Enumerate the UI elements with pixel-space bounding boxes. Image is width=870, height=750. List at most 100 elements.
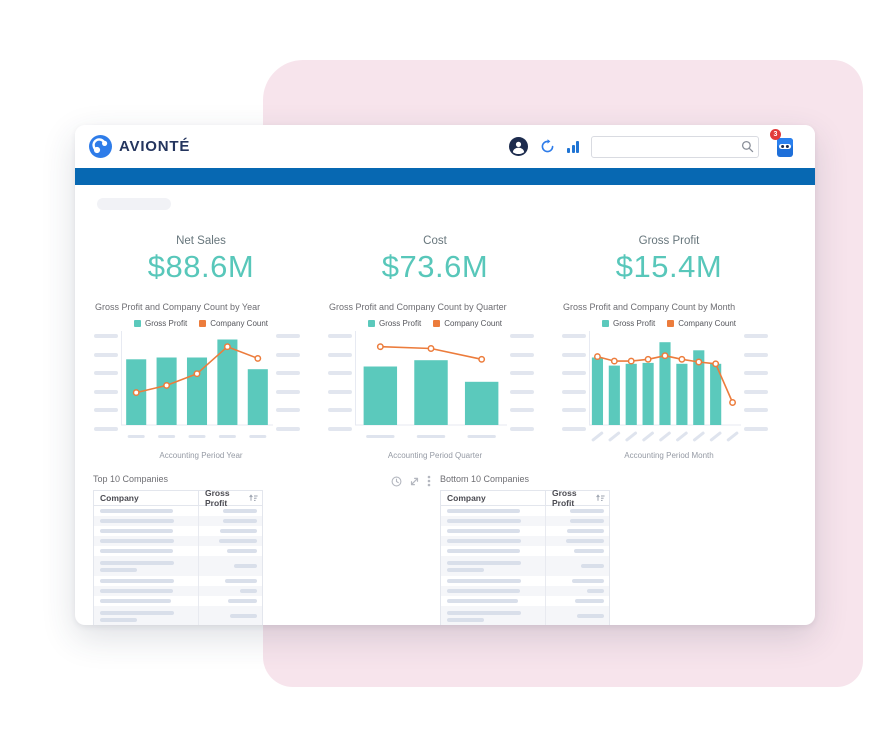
tables-row: Top 10 Companies Company Gross Profit <box>75 460 815 625</box>
table-row[interactable] <box>94 516 262 526</box>
table-row[interactable] <box>441 506 609 516</box>
refresh-icon[interactable] <box>540 139 555 154</box>
table-row[interactable] <box>441 576 609 586</box>
legend-gross-profit[interactable]: Gross Profit <box>367 319 421 328</box>
table-row[interactable] <box>94 546 262 556</box>
legend-gross-profit[interactable]: Gross Profit <box>601 319 655 328</box>
table-body <box>441 506 609 625</box>
legend-swatch-teal <box>601 320 609 327</box>
y-axis-skeleton-labels <box>328 331 355 447</box>
chart-plot-area <box>94 331 307 447</box>
kpi-net-sales: Net Sales $88.6M <box>95 235 307 285</box>
user-avatar-icon[interactable] <box>509 137 528 156</box>
table-row[interactable] <box>94 586 262 596</box>
x-axis-title: Accounting Period Quarter <box>387 451 483 460</box>
info-icon[interactable] <box>391 475 402 487</box>
app-header: AVIONTÉ <box>75 125 815 168</box>
charts-row: Gross Profit and Company Count by Year G… <box>75 285 815 460</box>
header-actions: 3 <box>509 128 795 159</box>
table-row[interactable] <box>94 526 262 536</box>
chatbot-icon[interactable]: 3 <box>770 128 795 159</box>
kpi-label: Net Sales <box>176 235 226 247</box>
table-row[interactable] <box>441 606 609 625</box>
chart-legend: Gross Profit Company Count <box>95 319 307 328</box>
legend-company-count[interactable]: Company Count <box>667 319 736 328</box>
legend-gross-profit[interactable]: Gross Profit <box>133 319 187 328</box>
widget-controls <box>391 474 431 487</box>
table-row[interactable] <box>441 556 609 576</box>
y-axis-skeleton-labels <box>94 331 121 447</box>
y-axis-skeleton-labels <box>562 331 589 447</box>
companies-table: Company Gross Profit <box>93 488 263 625</box>
table-row[interactable] <box>94 556 262 576</box>
bottom-10-companies-widget: Bottom 10 Companies Company Gross Profit <box>440 474 610 625</box>
filter-skeleton-pill <box>97 198 171 210</box>
table-body <box>94 506 262 625</box>
chart-canvas <box>589 331 741 442</box>
chart-plot-area <box>562 331 775 447</box>
column-header-gross-profit[interactable]: Gross Profit <box>545 488 609 508</box>
table-row[interactable] <box>94 536 262 546</box>
sort-icon[interactable] <box>596 494 605 502</box>
more-options-icon[interactable] <box>427 475 431 487</box>
brand-name: AVIONTÉ <box>119 138 191 155</box>
legend-company-count[interactable]: Company Count <box>433 319 502 328</box>
table-row[interactable] <box>441 596 609 606</box>
notification-badge: 3 <box>770 128 781 140</box>
table-row[interactable] <box>94 576 262 586</box>
kpi-row: Net Sales $88.6M Cost $73.6M Gross Profi… <box>75 210 815 285</box>
brand[interactable]: AVIONTÉ <box>89 135 190 158</box>
chart-widget: Gross Profit and Company Count by Month … <box>562 302 775 460</box>
table-title: Top 10 Companies <box>93 474 169 484</box>
kpi-label: Gross Profit <box>638 235 700 247</box>
legend-company-count[interactable]: Company Count <box>199 319 268 328</box>
chart-plot-area <box>328 331 541 447</box>
table-title: Bottom 10 Companies <box>440 474 530 484</box>
column-header-company[interactable]: Company <box>447 493 486 503</box>
accent-bar <box>75 168 815 185</box>
kpi-cost: Cost $73.6M <box>329 235 541 285</box>
secondary-y-axis-skeleton-labels <box>273 331 300 447</box>
kpi-value: $15.4M <box>615 249 723 284</box>
search-input[interactable] <box>591 135 759 158</box>
column-header-gross-profit[interactable]: Gross Profit <box>198 488 262 508</box>
search-box <box>591 135 759 158</box>
dashboard-content: Net Sales $88.6M Cost $73.6M Gross Profi… <box>75 185 815 625</box>
x-axis-title: Accounting Period Month <box>624 451 714 460</box>
table-row[interactable] <box>441 516 609 526</box>
table-header-row: Company Gross Profit <box>441 488 609 508</box>
table-row[interactable] <box>94 606 262 625</box>
analytics-icon[interactable] <box>567 140 579 153</box>
table-row[interactable] <box>441 586 609 596</box>
legend-swatch-orange <box>433 320 441 327</box>
legend-swatch-teal <box>367 320 375 327</box>
table-row[interactable] <box>441 546 609 556</box>
legend-swatch-teal <box>133 320 141 327</box>
sort-icon[interactable] <box>249 494 258 502</box>
table-row[interactable] <box>94 506 262 516</box>
chart-legend: Gross Profit Company Count <box>329 319 541 328</box>
chart-title: Gross Profit and Company Count by Quarte… <box>329 302 507 312</box>
secondary-y-axis-skeleton-labels <box>507 331 534 447</box>
chart-widget: Gross Profit and Company Count by Quarte… <box>328 302 541 460</box>
kpi-label: Cost <box>423 235 447 247</box>
column-header-company[interactable]: Company <box>100 493 139 503</box>
table-row[interactable] <box>94 596 262 606</box>
kpi-value: $88.6M <box>147 249 255 284</box>
chart-legend: Gross Profit Company Count <box>563 319 775 328</box>
companies-table: Company Gross Profit <box>440 488 610 625</box>
kpi-gross-profit: Gross Profit $15.4M <box>563 235 775 285</box>
dashboard-window: AVIONTÉ <box>75 125 815 625</box>
table-row[interactable] <box>441 536 609 546</box>
expand-icon[interactable] <box>409 475 420 487</box>
kpi-value: $73.6M <box>381 249 489 284</box>
legend-swatch-orange <box>667 320 675 327</box>
legend-swatch-orange <box>199 320 207 327</box>
chart-canvas <box>355 331 507 438</box>
search-icon[interactable] <box>741 140 754 153</box>
table-row[interactable] <box>441 526 609 536</box>
table-header-row: Company Gross Profit <box>94 488 262 508</box>
chart-title: Gross Profit and Company Count by Year <box>95 302 261 312</box>
avionte-logo-icon <box>89 135 112 158</box>
